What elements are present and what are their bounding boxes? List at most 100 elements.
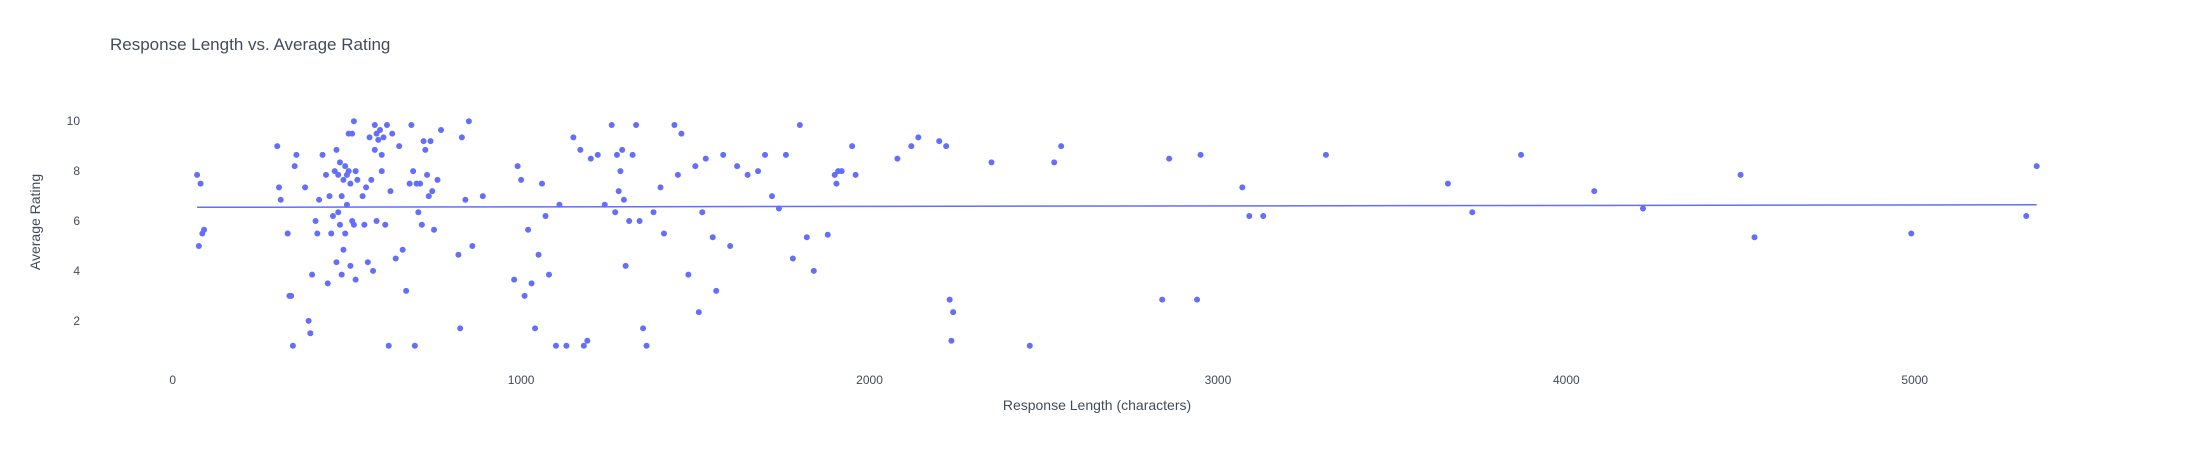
data-point[interactable] — [948, 337, 955, 344]
data-point[interactable] — [323, 171, 330, 178]
data-point[interactable] — [275, 184, 282, 191]
data-point[interactable] — [343, 201, 350, 208]
data-point[interactable] — [411, 342, 418, 349]
data-point[interactable] — [539, 180, 546, 187]
data-point[interactable] — [810, 267, 817, 274]
data-point[interactable] — [371, 146, 378, 153]
data-point[interactable] — [392, 255, 399, 262]
data-point[interactable] — [363, 184, 370, 191]
data-point[interactable] — [336, 221, 343, 228]
data-point[interactable] — [584, 337, 591, 344]
data-point[interactable] — [455, 251, 462, 258]
data-point[interactable] — [577, 146, 584, 153]
data-point[interactable] — [352, 168, 359, 175]
data-point[interactable] — [349, 130, 356, 137]
data-point[interactable] — [359, 193, 366, 200]
data-point[interactable] — [406, 180, 413, 187]
data-point[interactable] — [563, 342, 570, 349]
data-point[interactable] — [302, 184, 309, 191]
data-point[interactable] — [833, 180, 840, 187]
data-point[interactable] — [417, 180, 424, 187]
data-point[interactable] — [936, 138, 943, 145]
data-point[interactable] — [194, 171, 201, 178]
data-point[interactable] — [197, 180, 204, 187]
data-point[interactable] — [640, 325, 647, 332]
data-point[interactable] — [288, 292, 295, 299]
data-point[interactable] — [361, 221, 368, 228]
data-point[interactable] — [1194, 296, 1201, 303]
data-point[interactable] — [915, 134, 922, 141]
data-point[interactable] — [556, 201, 563, 208]
data-point[interactable] — [622, 262, 629, 269]
data-point[interactable] — [338, 271, 345, 278]
data-point[interactable] — [403, 287, 410, 294]
data-point[interactable] — [340, 246, 347, 253]
data-point[interactable] — [762, 151, 769, 158]
data-point[interactable] — [542, 213, 549, 220]
data-point[interactable] — [335, 209, 342, 216]
data-point[interactable] — [636, 218, 643, 225]
data-point[interactable] — [1737, 171, 1744, 178]
data-point[interactable] — [1058, 143, 1065, 150]
data-point[interactable] — [660, 230, 667, 237]
data-point[interactable] — [626, 218, 633, 225]
data-point[interactable] — [387, 188, 394, 195]
data-point[interactable] — [291, 163, 298, 170]
data-point[interactable] — [1640, 205, 1647, 212]
data-point[interactable] — [364, 259, 371, 266]
data-point[interactable] — [347, 180, 354, 187]
data-point[interactable] — [368, 176, 375, 183]
data-point[interactable] — [894, 155, 901, 162]
data-point[interactable] — [335, 171, 342, 178]
data-point[interactable] — [532, 325, 539, 332]
data-point[interactable] — [1026, 342, 1033, 349]
data-point[interactable] — [1444, 180, 1451, 187]
data-point[interactable] — [319, 151, 326, 158]
data-point[interactable] — [775, 205, 782, 212]
data-point[interactable] — [796, 121, 803, 128]
data-point[interactable] — [685, 271, 692, 278]
data-point[interactable] — [429, 188, 436, 195]
data-point[interactable] — [1166, 155, 1173, 162]
data-point[interactable] — [2033, 163, 2040, 170]
data-point[interactable] — [377, 126, 384, 133]
data-point[interactable] — [1051, 159, 1058, 166]
data-point[interactable] — [950, 309, 957, 316]
data-point[interactable] — [350, 118, 357, 125]
data-point[interactable] — [1751, 234, 1758, 241]
data-point[interactable] — [518, 176, 525, 183]
data-point[interactable] — [633, 121, 640, 128]
data-point[interactable] — [580, 342, 587, 349]
data-point[interactable] — [511, 276, 518, 283]
data-point[interactable] — [643, 342, 650, 349]
data-point[interactable] — [326, 193, 333, 200]
data-point[interactable] — [457, 325, 464, 332]
data-point[interactable] — [347, 262, 354, 269]
data-point[interactable] — [338, 193, 345, 200]
data-point[interactable] — [305, 317, 312, 324]
data-point[interactable] — [354, 176, 361, 183]
data-point[interactable] — [1239, 184, 1246, 191]
data-point[interactable] — [699, 209, 706, 216]
data-point[interactable] — [674, 171, 681, 178]
data-point[interactable] — [333, 259, 340, 266]
data-point[interactable] — [389, 130, 396, 137]
data-point[interactable] — [373, 218, 380, 225]
data-point[interactable] — [709, 234, 716, 241]
data-point[interactable] — [849, 143, 856, 150]
data-point[interactable] — [293, 151, 300, 158]
data-point[interactable] — [418, 221, 425, 228]
data-point[interactable] — [852, 171, 859, 178]
data-point[interactable] — [570, 134, 577, 141]
data-point[interactable] — [425, 193, 432, 200]
data-point[interactable] — [988, 159, 995, 166]
data-point[interactable] — [514, 163, 521, 170]
data-point[interactable] — [650, 209, 657, 216]
data-point[interactable] — [422, 146, 429, 153]
data-point[interactable] — [329, 213, 336, 220]
data-point[interactable] — [838, 168, 845, 175]
data-point[interactable] — [671, 121, 678, 128]
data-point[interactable] — [195, 242, 202, 249]
data-point[interactable] — [702, 155, 709, 162]
data-point[interactable] — [824, 231, 831, 238]
